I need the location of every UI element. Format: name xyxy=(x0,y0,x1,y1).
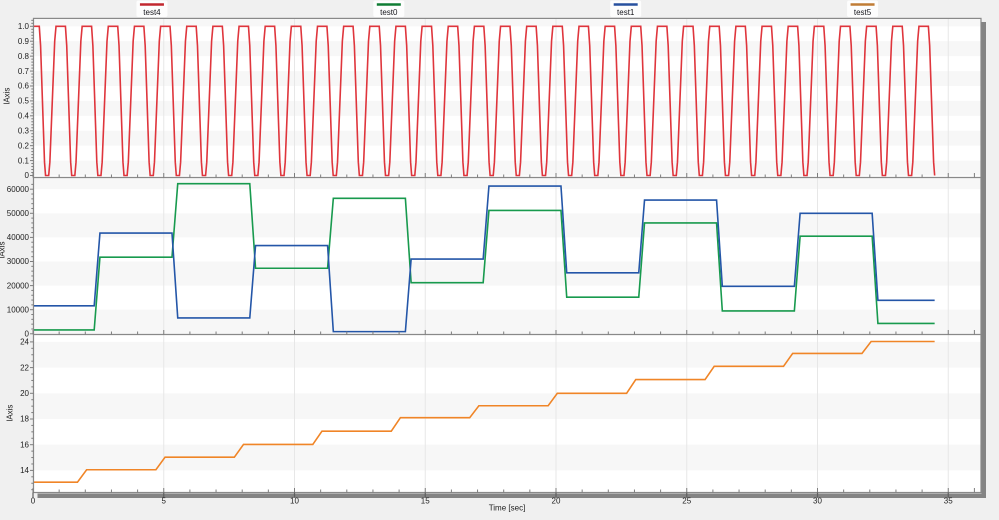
svg-text:lAxis: lAxis xyxy=(0,242,7,259)
svg-text:0.5: 0.5 xyxy=(18,97,30,106)
svg-text:0.7: 0.7 xyxy=(18,67,30,76)
svg-text:24: 24 xyxy=(20,338,29,347)
svg-text:18: 18 xyxy=(20,415,29,424)
svg-text:20000: 20000 xyxy=(7,281,30,290)
svg-text:10: 10 xyxy=(290,497,299,506)
svg-text:15: 15 xyxy=(421,497,430,506)
svg-text:30: 30 xyxy=(813,497,822,506)
svg-text:0: 0 xyxy=(25,330,30,339)
svg-text:40000: 40000 xyxy=(7,233,30,242)
svg-text:5: 5 xyxy=(162,497,167,506)
svg-text:test4: test4 xyxy=(143,8,161,17)
svg-text:0.2: 0.2 xyxy=(18,141,30,150)
svg-text:0.1: 0.1 xyxy=(18,156,30,165)
svg-text:50000: 50000 xyxy=(7,209,30,218)
svg-text:0.6: 0.6 xyxy=(18,82,30,91)
svg-text:60000: 60000 xyxy=(7,185,30,194)
svg-text:test0: test0 xyxy=(380,8,398,17)
svg-text:Time [sec]: Time [sec] xyxy=(489,504,526,513)
svg-text:lAxis: lAxis xyxy=(6,405,15,422)
svg-text:test5: test5 xyxy=(854,8,872,17)
svg-text:0.8: 0.8 xyxy=(18,52,30,61)
svg-text:test1: test1 xyxy=(617,8,635,17)
svg-text:20: 20 xyxy=(20,389,29,398)
svg-text:16: 16 xyxy=(20,440,29,449)
svg-text:30000: 30000 xyxy=(7,257,30,266)
svg-text:10000: 10000 xyxy=(7,305,30,314)
svg-text:0: 0 xyxy=(31,497,36,506)
svg-text:lAxis: lAxis xyxy=(3,88,12,105)
svg-text:0.9: 0.9 xyxy=(18,37,30,46)
svg-text:0.3: 0.3 xyxy=(18,126,30,135)
svg-text:22: 22 xyxy=(20,363,29,372)
svg-text:0.4: 0.4 xyxy=(18,112,30,121)
svg-text:20: 20 xyxy=(552,497,561,506)
svg-text:1.0: 1.0 xyxy=(18,22,30,31)
svg-text:25: 25 xyxy=(682,497,691,506)
svg-text:14: 14 xyxy=(20,466,29,475)
svg-text:0: 0 xyxy=(25,171,30,180)
svg-text:35: 35 xyxy=(944,497,953,506)
